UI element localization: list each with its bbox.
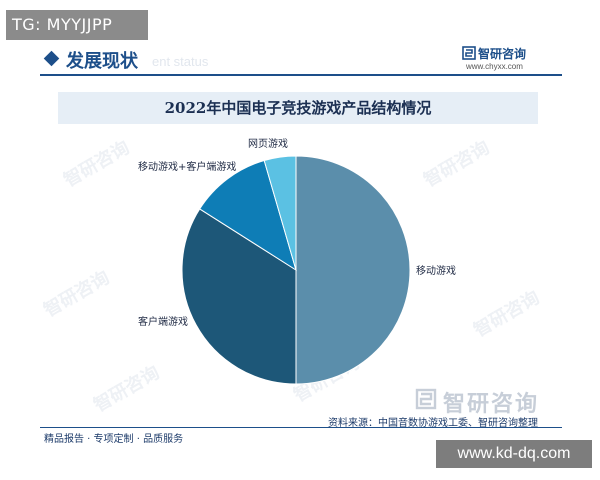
section-header: ent status 发展现状 智研咨询 www.chyxx.com <box>40 44 562 76</box>
overlay-tag: TG: MYYJJPP <box>6 10 148 40</box>
footer-divider <box>40 427 562 428</box>
brand-logo-icon <box>462 46 476 60</box>
bottom-logo: 智研咨询 <box>415 386 565 418</box>
brand-name: 智研咨询 <box>478 47 527 61</box>
footer-tagline: 精品报告 · 专项定制 · 品质服务 <box>44 434 184 445</box>
logo-icon <box>415 388 437 410</box>
slice-label: 客户端游戏 <box>138 315 188 328</box>
slice-label: 移动游戏 <box>416 264 456 277</box>
slice-label: 网页游戏 <box>248 137 288 150</box>
section-watermark: ent status <box>152 54 209 69</box>
brand-block: 智研咨询 www.chyxx.com <box>462 44 552 74</box>
pie-slice <box>263 155 297 271</box>
pie-slice <box>181 208 297 385</box>
pie-slice <box>295 155 411 385</box>
source-note: 资料来源：中国音数协游戏工委、智研咨询整理 <box>328 418 538 429</box>
chart-title-band: 2022年中国电子竞技游戏产品结构情况 <box>58 92 538 124</box>
slice-label: 移动游戏+客户端游戏 <box>138 160 236 173</box>
chart-title: 2022年中国电子竞技游戏产品结构情况 <box>164 99 432 117</box>
bottom-logo-text: 智研咨询 <box>443 392 540 417</box>
brand-url: www.chyxx.com <box>466 62 523 71</box>
section-title: 发展现状 <box>66 51 138 72</box>
site-url-badge: www.kd-dq.com <box>436 440 592 468</box>
header-divider <box>40 74 562 76</box>
